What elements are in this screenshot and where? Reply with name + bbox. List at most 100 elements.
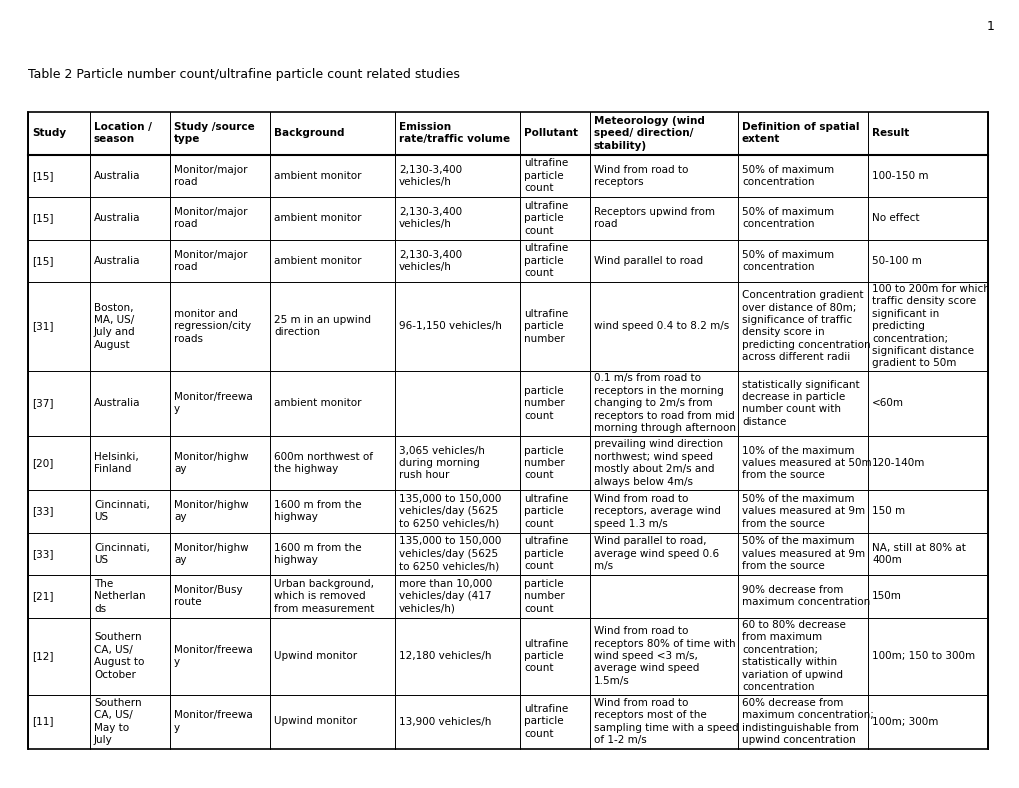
Text: Australia: Australia [94, 214, 141, 223]
Text: 12,180 vehicles/h: 12,180 vehicles/h [398, 651, 491, 661]
Text: ambient monitor: ambient monitor [274, 214, 361, 223]
Text: 1: 1 [986, 20, 994, 33]
Text: Monitor/Busy
route: Monitor/Busy route [174, 585, 243, 608]
Text: Monitor/highw
ay: Monitor/highw ay [174, 452, 249, 474]
Text: [37]: [37] [32, 398, 53, 408]
Text: ultrafine
particle
count: ultrafine particle count [524, 243, 568, 278]
Text: NA, still at 80% at
400m: NA, still at 80% at 400m [871, 543, 965, 565]
Text: Wind from road to
receptors most of the
sampling time with a speed
of 1-2 m/s: Wind from road to receptors most of the … [593, 698, 738, 745]
Text: Monitor/major
road: Monitor/major road [174, 250, 248, 272]
Text: Wind from road to
receptors: Wind from road to receptors [593, 165, 688, 187]
Text: 100m; 150 to 300m: 100m; 150 to 300m [871, 651, 974, 661]
Text: statistically significant
decrease in particle
number count with
distance: statistically significant decrease in pa… [741, 380, 859, 427]
Text: Monitor/major
road: Monitor/major road [174, 207, 248, 229]
Text: 150m: 150m [871, 591, 901, 601]
Text: 50% of maximum
concentration: 50% of maximum concentration [741, 165, 834, 187]
Text: 100 to 200m for which
traffic density score
significant in
predicting
concentrat: 100 to 200m for which traffic density sc… [871, 284, 988, 369]
Text: ambient monitor: ambient monitor [274, 171, 361, 180]
Text: Location /
season: Location / season [94, 122, 152, 144]
Text: Concentration gradient
over distance of 80m;
significance of traffic
density sco: Concentration gradient over distance of … [741, 290, 870, 362]
Text: particle
number
count: particle number count [524, 445, 565, 481]
Text: Australia: Australia [94, 171, 141, 180]
Text: Upwind monitor: Upwind monitor [274, 716, 357, 727]
Text: 150 m: 150 m [871, 506, 904, 516]
Text: Southern
CA, US/
May to
July: Southern CA, US/ May to July [94, 698, 142, 745]
Text: [12]: [12] [32, 651, 53, 661]
Text: particle
number
count: particle number count [524, 579, 565, 614]
Text: wind speed 0.4 to 8.2 m/s: wind speed 0.4 to 8.2 m/s [593, 322, 729, 331]
Text: Cincinnati,
US: Cincinnati, US [94, 500, 150, 522]
Text: 135,000 to 150,000
vehicles/day (5625
to 6250 vehicles/h): 135,000 to 150,000 vehicles/day (5625 to… [398, 494, 501, 529]
Text: ultrafine
particle
count: ultrafine particle count [524, 537, 568, 571]
Text: Background: Background [274, 128, 344, 138]
Text: 96-1,150 vehicles/h: 96-1,150 vehicles/h [398, 322, 501, 331]
Text: ultrafine
particle
count: ultrafine particle count [524, 704, 568, 739]
Text: Definition of spatial
extent: Definition of spatial extent [741, 122, 859, 144]
Text: [15]: [15] [32, 256, 53, 266]
Text: Pollutant: Pollutant [524, 128, 578, 138]
Text: 50% of the maximum
values measured at 9m
from the source: 50% of the maximum values measured at 9m… [741, 494, 864, 529]
Text: Result: Result [871, 128, 908, 138]
Text: Urban background,
which is removed
from measurement: Urban background, which is removed from … [274, 579, 374, 614]
Text: prevailing wind direction
northwest; wind speed
mostly about 2m/s and
always bel: prevailing wind direction northwest; win… [593, 440, 722, 487]
Text: The
Netherlan
ds: The Netherlan ds [94, 579, 146, 614]
Text: 3,065 vehicles/h
during morning
rush hour: 3,065 vehicles/h during morning rush hou… [398, 445, 484, 481]
Text: Helsinki,
Finland: Helsinki, Finland [94, 452, 139, 474]
Text: 1600 m from the
highway: 1600 m from the highway [274, 500, 362, 522]
Text: particle
number
count: particle number count [524, 386, 565, 421]
Text: [20]: [20] [32, 458, 53, 468]
Text: [33]: [33] [32, 506, 53, 516]
Text: Monitor/highw
ay: Monitor/highw ay [174, 500, 249, 522]
Bar [28, 112, 987, 749]
Text: 100-150 m: 100-150 m [871, 171, 927, 180]
Text: [15]: [15] [32, 171, 53, 180]
Text: 10% of the maximum
values measured at 50m
from the source: 10% of the maximum values measured at 50… [741, 445, 871, 481]
Text: Upwind monitor: Upwind monitor [274, 651, 357, 661]
Text: [11]: [11] [32, 716, 53, 727]
Text: 13,900 vehicles/h: 13,900 vehicles/h [398, 716, 491, 727]
Text: Monitor/freewa
y: Monitor/freewa y [174, 645, 253, 667]
Text: 120-140m: 120-140m [871, 458, 924, 468]
Text: [15]: [15] [32, 214, 53, 223]
Text: 2,130-3,400
vehicles/h: 2,130-3,400 vehicles/h [398, 250, 462, 272]
Text: Southern
CA, US/
August to
October: Southern CA, US/ August to October [94, 633, 145, 679]
Text: Australia: Australia [94, 398, 141, 408]
Text: more than 10,000
vehicles/day (417
vehicles/h): more than 10,000 vehicles/day (417 vehic… [398, 579, 492, 614]
Text: ultrafine
particle
count: ultrafine particle count [524, 638, 568, 674]
Text: 50-100 m: 50-100 m [871, 256, 921, 266]
Text: ambient monitor: ambient monitor [274, 398, 361, 408]
Text: 50% of maximum
concentration: 50% of maximum concentration [741, 207, 834, 229]
Text: 50% of maximum
concentration: 50% of maximum concentration [741, 250, 834, 272]
Text: 90% decrease from
maximum concentration: 90% decrease from maximum concentration [741, 585, 869, 608]
Text: Monitor/major
road: Monitor/major road [174, 165, 248, 187]
Text: Study: Study [32, 128, 66, 138]
Text: 600m northwest of
the highway: 600m northwest of the highway [274, 452, 373, 474]
Text: Meteorology (wind
speed/ direction/
stability): Meteorology (wind speed/ direction/ stab… [593, 116, 704, 151]
Text: monitor and
regression/city
roads: monitor and regression/city roads [174, 309, 251, 344]
Text: Table 2 Particle number count/ultrafine particle count related studies: Table 2 Particle number count/ultrafine … [28, 68, 460, 81]
Text: Wind from road to
receptors 80% of time with
wind speed <3 m/s,
average wind spe: Wind from road to receptors 80% of time … [593, 626, 735, 686]
Text: 2,130-3,400
vehicles/h: 2,130-3,400 vehicles/h [398, 207, 462, 229]
Text: ambient monitor: ambient monitor [274, 256, 361, 266]
Text: [31]: [31] [32, 322, 53, 331]
Text: ultrafine
particle
count: ultrafine particle count [524, 494, 568, 529]
Text: 50% of the maximum
values measured at 9m
from the source: 50% of the maximum values measured at 9m… [741, 537, 864, 571]
Text: Cincinnati,
US: Cincinnati, US [94, 543, 150, 565]
Text: Monitor/freewa
y: Monitor/freewa y [174, 710, 253, 733]
Text: Wind parallel to road,
average wind speed 0.6
m/s: Wind parallel to road, average wind spee… [593, 537, 718, 571]
Text: Emission
rate/traffic volume: Emission rate/traffic volume [398, 122, 510, 144]
Text: [33]: [33] [32, 548, 53, 559]
Text: 100m; 300m: 100m; 300m [871, 716, 937, 727]
Text: ultrafine
particle
count: ultrafine particle count [524, 158, 568, 193]
Text: Receptors upwind from
road: Receptors upwind from road [593, 207, 714, 229]
Text: Monitor/freewa
y: Monitor/freewa y [174, 392, 253, 414]
Text: Monitor/highw
ay: Monitor/highw ay [174, 543, 249, 565]
Text: ultrafine
particle
number: ultrafine particle number [524, 309, 568, 344]
Text: <60m: <60m [871, 398, 903, 408]
Text: 135,000 to 150,000
vehicles/day (5625
to 6250 vehicles/h): 135,000 to 150,000 vehicles/day (5625 to… [398, 537, 501, 571]
Text: ultrafine
particle
count: ultrafine particle count [524, 201, 568, 236]
Text: 2,130-3,400
vehicles/h: 2,130-3,400 vehicles/h [398, 165, 462, 187]
Text: 60% decrease from
maximum concentration;
indistinguishable from
upwind concentra: 60% decrease from maximum concentration;… [741, 698, 873, 745]
Text: Study /source
type: Study /source type [174, 122, 255, 144]
Text: 25 m in an upwind
direction: 25 m in an upwind direction [274, 315, 371, 337]
